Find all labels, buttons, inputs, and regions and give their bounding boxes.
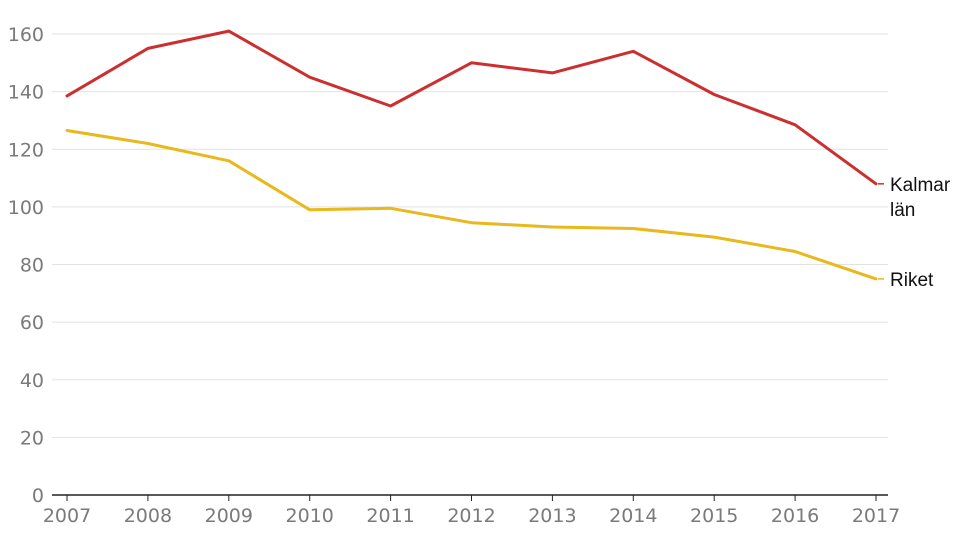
y-tick-label: 60 [20,312,44,334]
y-tick-label: 20 [20,427,44,449]
y-tick-label: 140 [8,82,44,104]
x-tick-label: 2017 [852,505,900,527]
series-end-labels: Kalmar län Riket [878,175,951,291]
series-label-1: Riket [890,270,934,291]
x-tick-label: 2012 [447,505,495,527]
series-lines [65,29,878,281]
y-tick-label: 120 [8,139,44,161]
gridlines [52,33,888,438]
y-tick-label: 0 [32,485,44,507]
x-tick-label: 2013 [528,505,576,527]
series-line-1 [65,129,878,281]
x-tick-label: 2009 [205,505,253,527]
x-tick-label: 2011 [366,505,414,527]
x-tick-label: 2016 [771,505,819,527]
y-tick-label: 80 [20,255,44,277]
x-axis [52,494,888,501]
series-label-0: län [890,200,915,221]
y-tick-label: 100 [8,197,44,219]
y-tick-label: 160 [8,24,44,46]
series-label-0: Kalmar [890,175,951,196]
x-tick-label: 2007 [43,505,91,527]
x-tick-label: 2014 [609,505,657,527]
y-axis-tick-labels: 0 20 40 60 80 100 120 140 160 [8,24,44,507]
x-tick-label: 2008 [124,505,172,527]
series-line-0 [65,29,878,186]
x-axis-tick-labels: 2007 2008 2009 2010 2011 2012 2013 2014 2015 2016… [43,505,900,527]
x-tick-label: 2015 [690,505,738,527]
x-tick-label: 2010 [286,505,334,527]
y-tick-label: 40 [20,370,44,392]
